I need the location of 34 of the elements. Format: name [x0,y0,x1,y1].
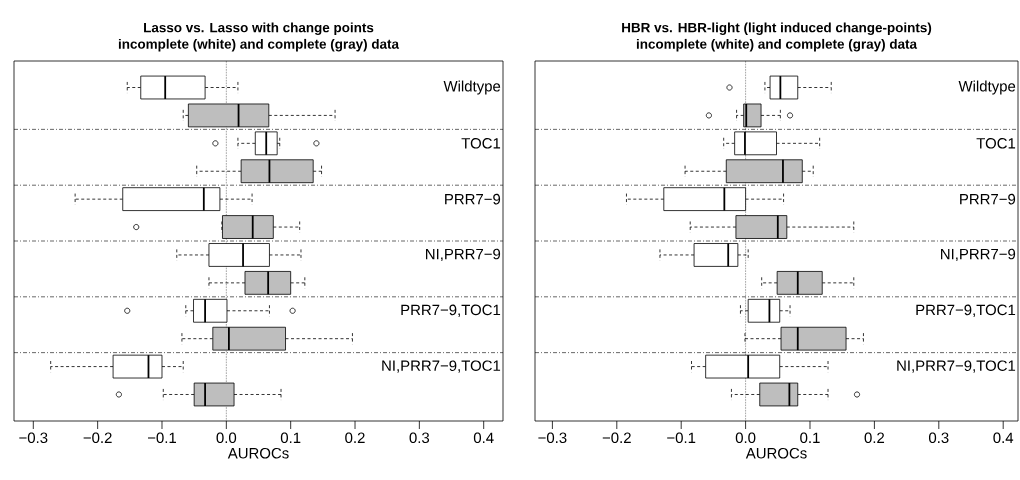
y-tick-label: Wildtype [958,80,1016,95]
y-tick-label: NI,PRR7−9,TOC1 [897,360,1016,373]
x-axis-title: AUROCs [745,447,807,459]
y-tick-label: PRR7−9,TOC1 [916,304,1016,317]
y-tick-label: Wildtype [443,80,501,95]
x-tick-label: 0.3 [928,432,949,444]
x-tick-label: −0.3 [19,432,48,444]
x-tick-label: −0.2 [602,432,631,444]
y-tick-label: TOC1 [976,138,1016,149]
y-tick-label: NI,PRR7−9 [426,248,501,262]
x-tick-label: −0.1 [667,432,696,444]
x-tick-label: 0.0 [735,432,756,444]
x-tick-label: 0.2 [345,432,365,444]
x-tick-label: 0.4 [473,432,494,444]
y-tick-label: NI,PRR7−9 [941,248,1016,262]
x-tick-label: −0.2 [83,432,112,444]
x-tick-label: 0.2 [864,432,885,444]
y-tick-label: PRR7−9 [445,193,501,205]
x-tick-label: 0.1 [280,432,301,444]
y-tick-label: NI,PRR7−9,TOC1 [382,360,501,373]
chart-title: HBR vs. HBR-light (light induced change-points) [622,22,932,36]
x-tick-label: −0.3 [538,432,567,444]
chart-subtitle: incomplete (white) and complete (gray) data [636,38,918,52]
chart-subtitle: incomplete (white) and complete (gray) data [118,38,400,52]
x-tick-label: 0.4 [993,432,1014,444]
x-tick-label: 0.1 [800,432,820,444]
x-tick-label: 0.0 [216,432,237,444]
x-axis-title: AUROCs [227,447,289,459]
chart-title: Lasso vs. Lasso with change points [144,22,374,36]
y-tick-label: TOC1 [461,138,501,149]
x-tick-label: −0.1 [147,432,177,444]
x-tick-label: 0.3 [409,432,430,444]
y-tick-label: PRR7−9,TOC1 [401,304,501,317]
y-tick-label: PRR7−9 [960,193,1016,205]
